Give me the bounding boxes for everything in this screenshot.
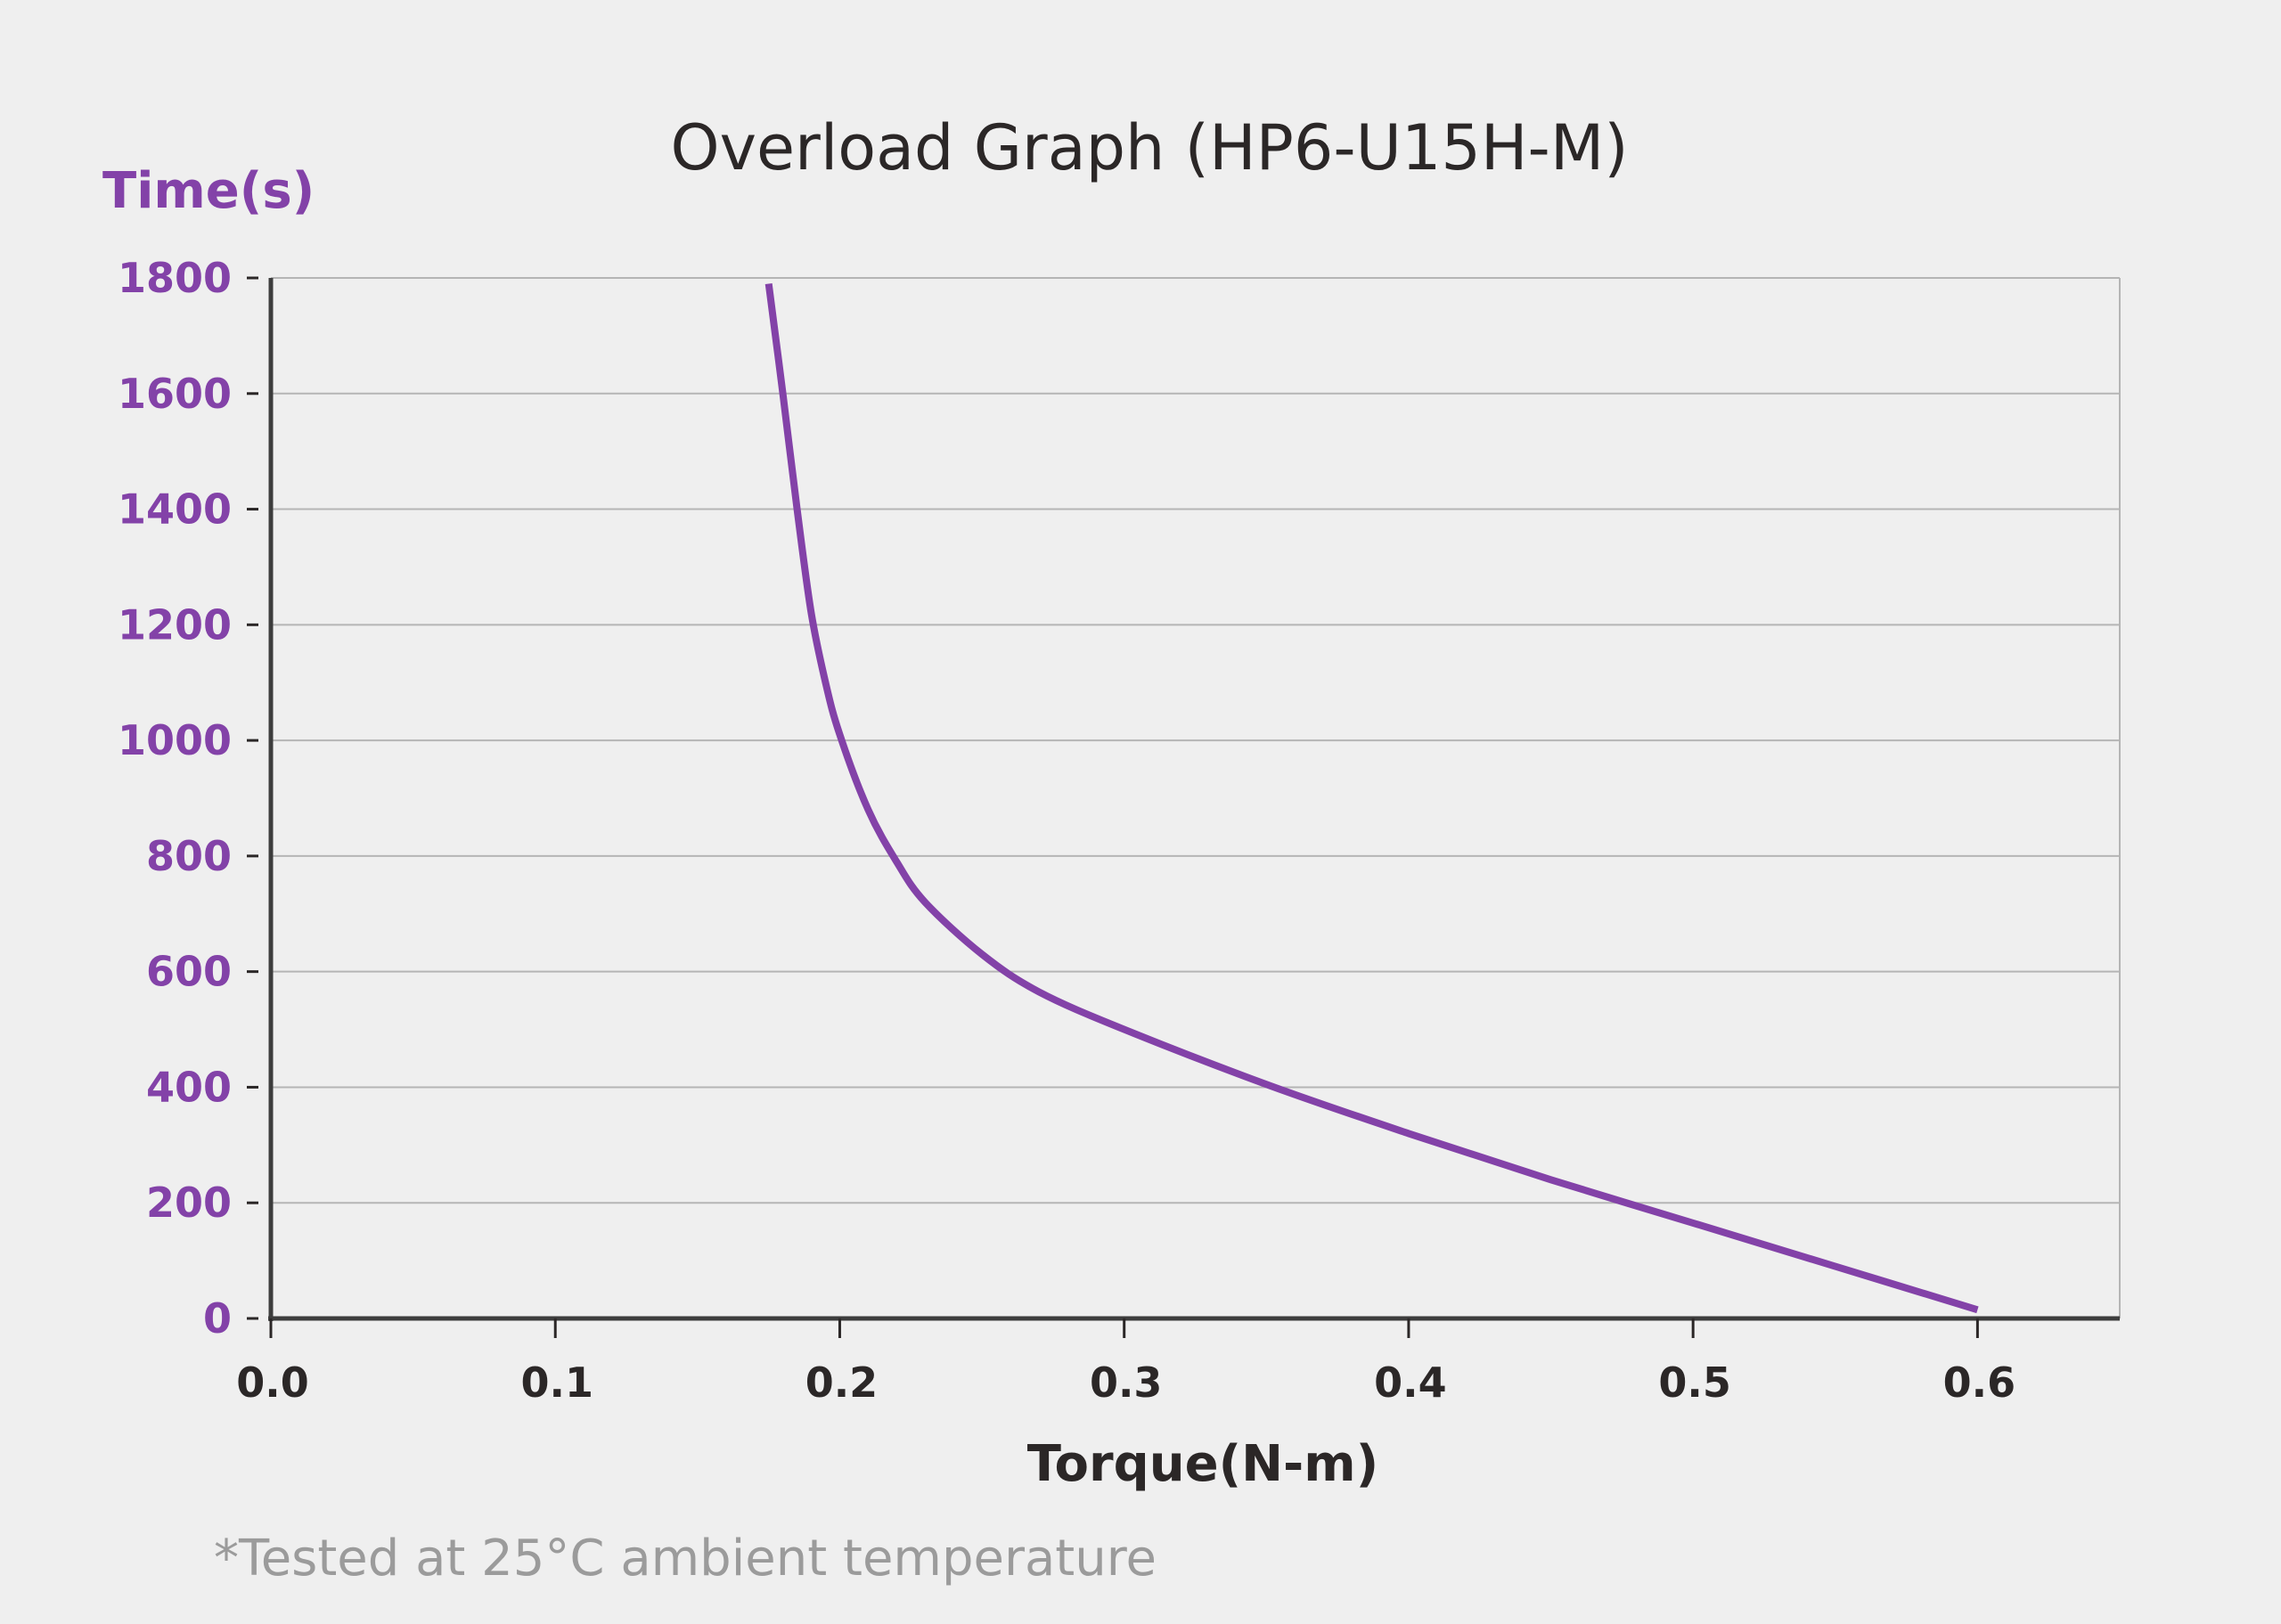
y-tick-label-5: 1000 — [118, 716, 232, 764]
chart-title: Overload Graph (HP6-U15H-M) — [670, 111, 1628, 184]
y-tick-label-9: 1800 — [118, 254, 232, 302]
y-tick-label-8: 1600 — [118, 370, 232, 418]
y-tick-label-0: 0 — [203, 1294, 232, 1342]
x-tick-label-1: 0.1 — [520, 1359, 593, 1407]
x-tick-label-6: 0.6 — [1943, 1359, 2016, 1407]
x-tick-label-0: 0.0 — [236, 1359, 309, 1407]
y-tick-label-7: 1400 — [118, 486, 232, 534]
x-axis-label: Torque(N-m) — [1027, 1435, 1378, 1493]
y-tick-label-1: 200 — [146, 1179, 232, 1227]
y-tick-label-4: 800 — [146, 832, 232, 880]
axes — [247, 276, 2120, 1338]
y-tick-label-3: 600 — [146, 948, 232, 996]
grid-lines — [271, 277, 2121, 1318]
x-tick-label-5: 0.5 — [1658, 1359, 1731, 1407]
x-tick-label-2: 0.2 — [805, 1359, 879, 1407]
tick-labels: 0 200 400 600 800 1000 1200 1400 1600 1800 0.0 0.1 0… — [118, 254, 2015, 1407]
x-tick-label-3: 0.3 — [1090, 1359, 1163, 1407]
x-tick-label-4: 0.4 — [1374, 1359, 1447, 1407]
series-line-0 — [764, 282, 1979, 1314]
footnote: *Tested at 25°C ambient temperature — [214, 1530, 1157, 1587]
y-tick-label-6: 1200 — [118, 600, 232, 649]
series-layer — [764, 282, 1979, 1314]
y-axis-label: Time(s) — [102, 162, 315, 220]
y-tick-label-2: 400 — [146, 1063, 232, 1111]
